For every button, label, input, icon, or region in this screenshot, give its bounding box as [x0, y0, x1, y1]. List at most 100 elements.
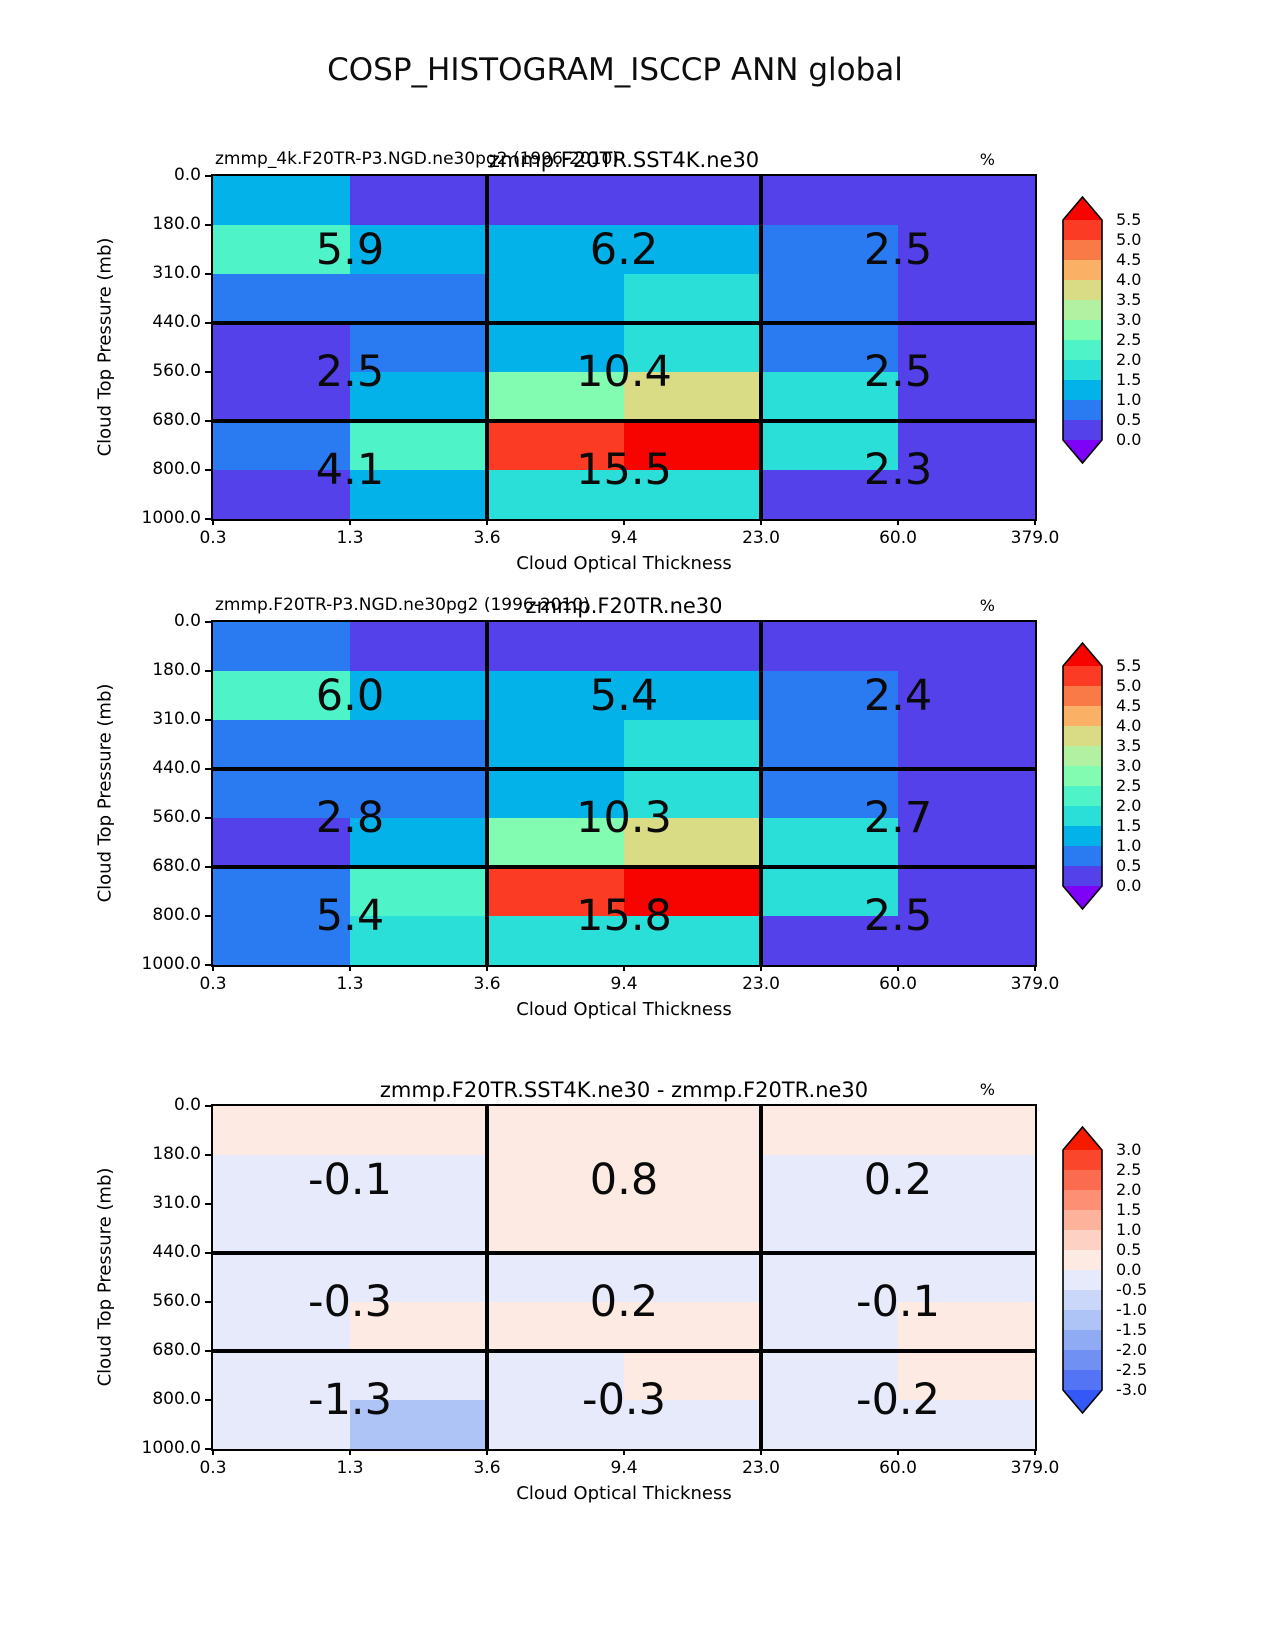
x-tick-label: 23.0: [742, 528, 780, 548]
heatmap-cell: [624, 1106, 761, 1155]
heatmap-cell: [761, 225, 898, 274]
colorbar-tick-label: -1.5: [1116, 1320, 1148, 1339]
colorbar-band: [1063, 220, 1102, 240]
heatmap-cell: [898, 1351, 1035, 1400]
colorbar-tick-label: 4.5: [1116, 696, 1142, 715]
x-tick-label: 1.3: [336, 1458, 364, 1478]
grid-divider-horizontal: [213, 767, 1035, 771]
y-tick-mark: [205, 273, 211, 275]
heatmap-cell: [624, 916, 761, 965]
colorbar-band: [1063, 786, 1102, 806]
colorbar-svg: [1062, 641, 1103, 911]
y-tick-label: 800.0: [152, 905, 201, 925]
heatmap-cell: [487, 1351, 624, 1400]
colorbar-band: [1063, 686, 1102, 706]
heatmap-cell: [487, 1400, 624, 1449]
y-tick-label: 680.0: [152, 410, 201, 430]
y-tick-mark: [205, 1399, 211, 1401]
heatmap-cell: [898, 274, 1035, 323]
heatmap-cell: [487, 421, 624, 470]
heatmap-cell: [350, 916, 487, 965]
x-tick-mark: [349, 965, 351, 971]
heatmap-cell: [487, 323, 624, 372]
grid-divider-vertical: [759, 622, 763, 965]
heatmap-cell: [350, 372, 487, 421]
heatmap-cell: [898, 225, 1035, 274]
heatmap-plot: 6.0 5.4 2.4 2.8 10.3 2.7 5.4 15.8 2.5: [211, 620, 1037, 967]
heatmap-cell: [898, 1253, 1035, 1302]
y-tick-mark: [205, 1448, 211, 1450]
y-tick-mark: [205, 518, 211, 520]
y-tick-label: 1000.0: [141, 954, 201, 974]
heatmap-cell: [213, 1155, 350, 1204]
colorbar-band: [1063, 866, 1102, 886]
heatmap-cell: [213, 1302, 350, 1351]
colorbar-extend-tip: [1063, 197, 1102, 220]
heatmap-cell: [761, 916, 898, 965]
colorbar-band: [1063, 846, 1102, 866]
heatmap-cell: [213, 176, 350, 225]
heatmap-cell: [350, 1106, 487, 1155]
x-tick-label: 60.0: [879, 528, 917, 548]
colorbar-outline: [1062, 195, 1103, 465]
y-tick-mark: [205, 224, 211, 226]
heatmap-cell: [624, 1253, 761, 1302]
colorbar-tick-label: 0.5: [1116, 856, 1142, 875]
colorbar-tick-label: 1.0: [1116, 390, 1142, 409]
y-tick-mark: [205, 420, 211, 422]
heatmap-cell: [624, 769, 761, 818]
colorbar-band: [1063, 1170, 1102, 1190]
colorbar-extend-tip: [1063, 1127, 1102, 1150]
y-axis-label: Cloud Top Pressure (mb): [94, 683, 116, 903]
y-tick-mark: [205, 964, 211, 966]
block-value: 10.3: [576, 793, 672, 843]
heatmap-cell: [624, 372, 761, 421]
x-tick-label: 379.0: [1010, 974, 1060, 994]
colorbar-band: [1063, 666, 1102, 686]
heatmap-cell: [761, 372, 898, 421]
colorbar-tick-label: 1.0: [1116, 836, 1142, 855]
heatmap-cell: [350, 225, 487, 274]
x-tick-mark: [897, 1449, 899, 1455]
heatmap-cell: [487, 1155, 624, 1204]
colorbar-band: [1063, 260, 1102, 280]
block-value: 5.4: [315, 891, 385, 941]
heatmap-cell: [761, 1155, 898, 1204]
unit-label: %: [979, 150, 995, 169]
y-tick-label: 310.0: [152, 263, 201, 283]
y-tick-label: 0.0: [173, 1095, 201, 1115]
block-value: 0.2: [589, 1277, 659, 1327]
grid-divider-vertical: [759, 176, 763, 519]
colorbar-tick-label: 3.0: [1116, 1140, 1142, 1159]
y-tick-label: 800.0: [152, 459, 201, 479]
heatmap-cell: [213, 867, 350, 916]
colorbar-tick-label: -2.5: [1116, 1360, 1148, 1379]
heatmap-cell: [213, 622, 350, 671]
block-value: 6.0: [315, 670, 385, 721]
heatmap-cell: [213, 1106, 350, 1155]
colorbar-band: [1063, 1330, 1102, 1350]
heatmap-cell: [761, 323, 898, 372]
colorbar-tick-label: 0.5: [1116, 1240, 1142, 1259]
heatmap-cell: [761, 274, 898, 323]
x-tick-mark: [623, 965, 625, 971]
block-value: 0.2: [863, 1154, 933, 1205]
panel-subtitle: zmmp.F20TR-P3.NGD.ne30pg2 (1996-2010): [215, 595, 590, 615]
x-axis-label: Cloud Optical Thickness: [516, 999, 732, 1020]
y-tick-mark: [205, 469, 211, 471]
y-tick-mark: [205, 1252, 211, 1254]
y-tick-label: 800.0: [152, 1389, 201, 1409]
colorbar-band: [1063, 300, 1102, 320]
heatmap-cell: [898, 1302, 1035, 1351]
y-tick-label: 680.0: [152, 1340, 201, 1360]
x-axis-label: Cloud Optical Thickness: [516, 1483, 732, 1504]
heatmap-cell: [487, 1302, 624, 1351]
block-value: 5.9: [315, 224, 385, 275]
heatmap-cell: [624, 1204, 761, 1253]
colorbar-extend-tip: [1063, 1390, 1102, 1413]
y-tick-label: 680.0: [152, 856, 201, 876]
heatmap-cell: [761, 421, 898, 470]
grid-divider-vertical: [759, 1106, 763, 1449]
panel-title: zmmp.F20TR.SST4K.ne30: [488, 148, 760, 172]
